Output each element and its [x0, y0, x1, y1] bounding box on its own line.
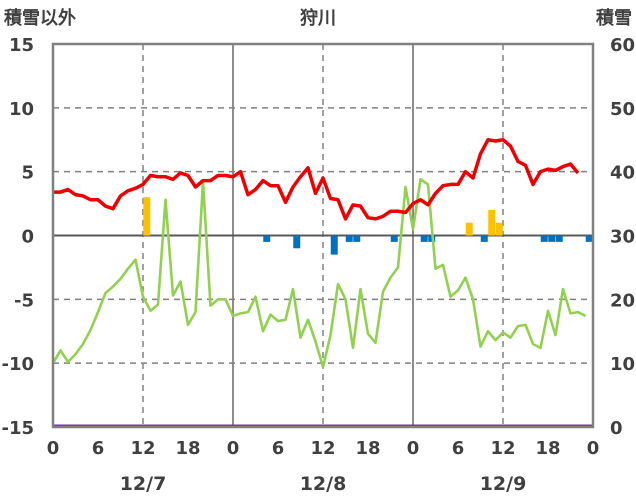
- bar: [495, 222, 503, 236]
- bar: [548, 235, 556, 242]
- left-y-tick-label: 0: [21, 227, 34, 248]
- bar: [555, 235, 563, 242]
- bar: [390, 235, 398, 242]
- red-series-line: [53, 138, 580, 221]
- left-y-tick-label: 5: [21, 163, 34, 184]
- left-y-tick-label: -5: [14, 290, 34, 311]
- green-series-line: [51, 178, 587, 369]
- x-tick-label: 12: [130, 438, 155, 459]
- right-y-tick-label: 60: [610, 35, 635, 56]
- x-tick-label: 0: [227, 438, 240, 459]
- plot-frame: [51, 42, 595, 429]
- bars: [143, 197, 593, 255]
- x-tick-label: 6: [452, 438, 465, 459]
- left-y-tick-label: 15: [9, 35, 34, 56]
- right-y-tick-label: 40: [610, 163, 635, 184]
- grid-lines: [53, 44, 593, 427]
- chart-title: 狩川: [300, 7, 336, 29]
- bar: [330, 235, 338, 255]
- bar: [465, 222, 473, 236]
- x-tick-label: 18: [175, 438, 200, 459]
- x-tick-label: 12: [310, 438, 335, 459]
- bar: [540, 235, 548, 242]
- x-tick-label: 0: [587, 438, 600, 459]
- left-y-tick-label: -15: [1, 418, 34, 439]
- date-label: 12/8: [300, 473, 347, 495]
- right-y-tick-label: 10: [610, 354, 635, 375]
- bar: [293, 235, 301, 249]
- date-label: 12/9: [480, 473, 527, 495]
- x-tick-label: 0: [407, 438, 420, 459]
- right-y-tick-label: 50: [610, 99, 635, 120]
- x-tick-label: 12: [490, 438, 515, 459]
- bar: [585, 235, 593, 242]
- bar: [420, 235, 428, 242]
- x-tick-label: 18: [355, 438, 380, 459]
- bar: [263, 235, 271, 242]
- x-tick-label: 0: [47, 438, 60, 459]
- series-lines: [51, 138, 593, 428]
- x-tick-label: 18: [535, 438, 560, 459]
- left-y-tick-label: -10: [1, 354, 34, 375]
- bar: [353, 235, 361, 242]
- x-tick-label: 6: [272, 438, 285, 459]
- right-y-tick-label: 20: [610, 290, 635, 311]
- left-y-tick-label: 10: [9, 99, 34, 120]
- right-axis-label: 積雪: [595, 7, 632, 29]
- right-y-tick-label: 30: [610, 227, 635, 248]
- right-y-tick-label: 0: [610, 418, 623, 439]
- date-label: 12/7: [120, 473, 167, 495]
- x-tick-label: 6: [92, 438, 105, 459]
- left-axis-label: 積雪以外: [3, 7, 76, 29]
- bar: [345, 235, 353, 242]
- bar: [488, 209, 496, 236]
- bar: [143, 197, 151, 236]
- bar: [480, 235, 488, 242]
